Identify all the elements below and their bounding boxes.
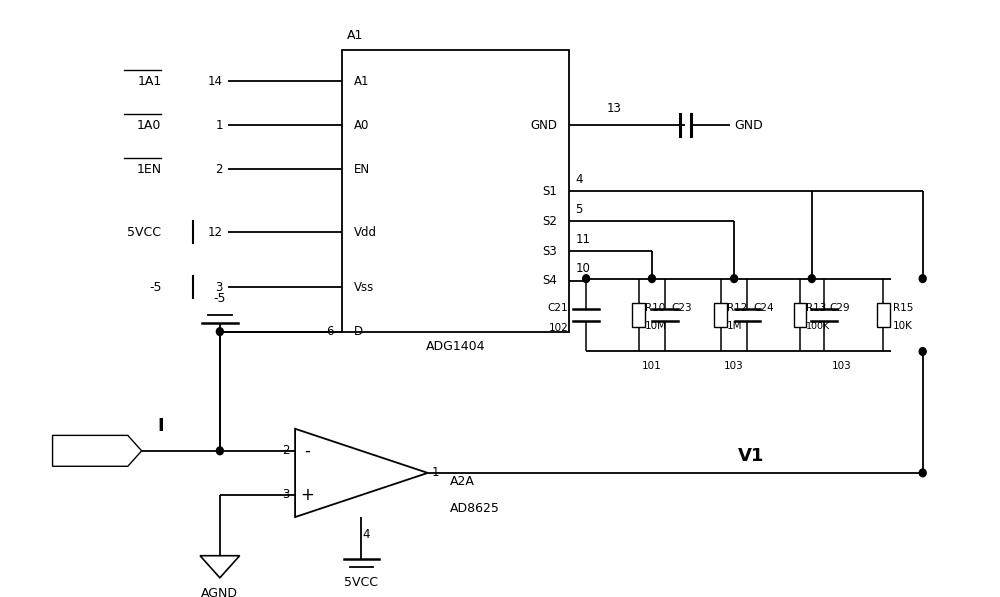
- Text: GND: GND: [735, 119, 763, 132]
- Text: I: I: [157, 417, 164, 435]
- Text: A2A: A2A: [450, 475, 474, 488]
- Text: V1: V1: [738, 447, 764, 465]
- Text: S4: S4: [543, 275, 557, 287]
- Text: 1: 1: [432, 466, 439, 479]
- Text: 10M: 10M: [645, 321, 667, 331]
- Circle shape: [216, 328, 223, 336]
- Text: AGND: AGND: [201, 587, 238, 597]
- Text: A1: A1: [353, 75, 369, 88]
- Circle shape: [648, 275, 655, 282]
- Text: R10: R10: [645, 303, 665, 313]
- Text: 2: 2: [215, 163, 223, 176]
- Bar: [794, 303, 806, 327]
- Circle shape: [216, 447, 223, 455]
- Bar: [632, 303, 645, 327]
- Text: 4: 4: [575, 173, 583, 186]
- Text: 1EN: 1EN: [136, 163, 161, 176]
- Text: 1M: 1M: [727, 321, 742, 331]
- Bar: [877, 303, 890, 327]
- Text: 5: 5: [575, 203, 583, 216]
- Text: +: +: [300, 486, 314, 504]
- Text: -5: -5: [214, 292, 226, 305]
- Text: 12: 12: [208, 226, 223, 239]
- Circle shape: [919, 275, 926, 282]
- Text: GND: GND: [530, 119, 557, 132]
- Text: EN: EN: [353, 163, 370, 176]
- Text: 10: 10: [575, 262, 590, 275]
- Text: 14: 14: [208, 75, 223, 88]
- Circle shape: [583, 275, 590, 282]
- Text: C29: C29: [830, 303, 850, 313]
- Circle shape: [919, 469, 926, 477]
- Text: C23: C23: [671, 303, 692, 313]
- Text: 1A1: 1A1: [137, 75, 161, 88]
- Circle shape: [919, 347, 926, 355]
- Text: ADG1404: ADG1404: [426, 340, 485, 353]
- Bar: [342, 50, 569, 331]
- Text: 11: 11: [575, 232, 590, 245]
- Circle shape: [731, 275, 738, 282]
- Polygon shape: [200, 556, 240, 578]
- Text: 3: 3: [282, 488, 289, 501]
- Text: 101: 101: [642, 361, 662, 371]
- Text: AD8625: AD8625: [450, 501, 499, 515]
- Text: 2: 2: [282, 444, 289, 457]
- Text: C21: C21: [548, 303, 568, 313]
- Text: 103: 103: [832, 361, 851, 371]
- Bar: [714, 303, 727, 327]
- Text: 13: 13: [607, 102, 622, 115]
- Polygon shape: [295, 429, 428, 517]
- Text: S2: S2: [543, 215, 557, 227]
- Text: Vdd: Vdd: [353, 226, 376, 239]
- Text: C24: C24: [753, 303, 774, 313]
- Text: S1: S1: [543, 185, 557, 198]
- Text: 10K: 10K: [893, 321, 913, 331]
- Text: R13: R13: [806, 303, 826, 313]
- Text: R15: R15: [893, 303, 913, 313]
- Text: -: -: [304, 442, 310, 460]
- Text: Vss: Vss: [353, 281, 374, 294]
- Text: A1: A1: [347, 29, 363, 42]
- Text: 5VCC: 5VCC: [127, 226, 161, 239]
- Text: 6: 6: [326, 325, 334, 338]
- Text: 1A0: 1A0: [137, 119, 161, 132]
- Text: D: D: [353, 325, 363, 338]
- Text: 100K: 100K: [806, 322, 830, 331]
- Text: 102: 102: [549, 324, 568, 333]
- Circle shape: [808, 275, 815, 282]
- Text: 5VCC: 5VCC: [344, 576, 378, 589]
- Text: S3: S3: [543, 245, 557, 257]
- Text: 3: 3: [215, 281, 223, 294]
- Text: 4: 4: [363, 528, 370, 541]
- Text: R12: R12: [727, 303, 747, 313]
- Text: 103: 103: [724, 361, 744, 371]
- Text: 工作电极: 工作电极: [79, 446, 105, 456]
- Text: A0: A0: [353, 119, 369, 132]
- Polygon shape: [53, 435, 142, 466]
- Text: -5: -5: [149, 281, 161, 294]
- Text: 1: 1: [215, 119, 223, 132]
